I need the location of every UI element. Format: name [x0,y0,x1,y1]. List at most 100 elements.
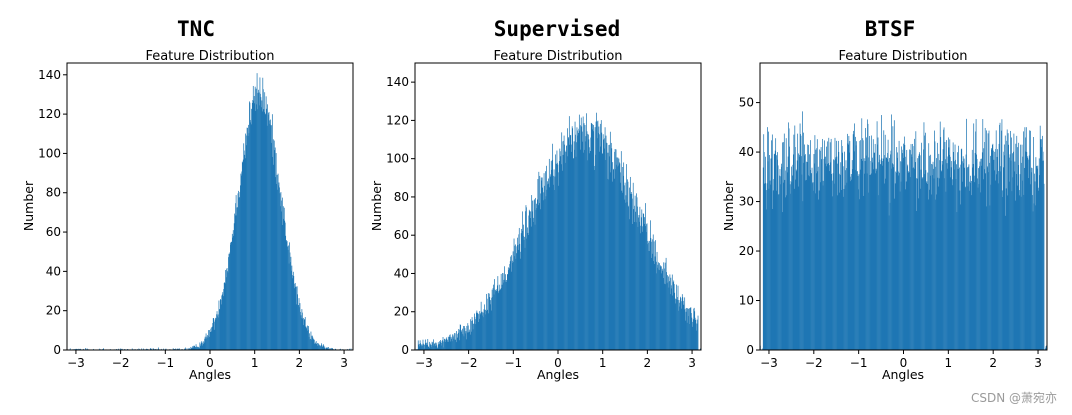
y-tick-label: 0 [401,343,409,357]
histogram-bar [929,175,931,350]
histogram-bar [431,341,433,350]
histogram-bar [954,169,955,350]
histogram-bar [683,309,685,350]
histogram-bar [811,173,812,350]
histogram-bar [804,154,806,350]
histogram-bar [629,187,630,350]
x-tick-label: 3 [688,356,696,370]
histogram-bar [419,346,421,350]
histogram-bar [608,179,609,350]
histogram-bar [253,96,255,350]
histogram-bar [1032,211,1034,350]
histogram-bar [675,303,676,350]
histogram-bar [896,147,898,350]
histogram-bar [606,142,607,350]
histogram-bar [486,311,488,350]
histogram-bar [646,232,647,350]
histogram-bar [240,173,242,350]
histogram-bar [997,183,999,350]
histogram-bar [839,174,841,350]
histogram-bar [443,347,444,350]
histogram-bar [843,188,845,350]
histogram-bar [779,169,781,350]
histogram-bar [903,136,905,350]
histogram-bar [311,335,312,350]
histogram-bar [196,346,197,350]
histogram-bar [662,270,664,350]
histogram-bar [965,187,966,350]
histogram-bar [618,158,620,350]
histogram-bar [948,147,950,350]
histogram-bar [467,325,469,350]
histogram-bar [265,96,267,350]
histogram-bar [672,282,674,350]
histogram-bar [557,164,559,350]
histogram-bar [697,315,699,350]
histogram-bar [635,222,637,350]
histogram-bar [860,169,862,350]
histogram-bar [981,152,983,350]
histogram-bar [465,331,467,350]
chart-title: BTSF [865,17,916,41]
histogram-bar [854,169,856,350]
histogram-bar [299,307,300,350]
histogram-bar [506,281,508,350]
histogram-bar [485,309,486,350]
histogram-bar [224,282,226,350]
histogram-bar [433,339,434,350]
histogram-bar [895,172,897,350]
histogram-bar [580,117,582,350]
histogram-bar [1009,154,1011,350]
histogram-bar [332,348,333,350]
histogram-bar [912,168,914,350]
histogram-bar [284,220,286,350]
histogram-bar [301,318,302,350]
histogram-bar [795,179,797,350]
histogram-bar [940,137,942,350]
histogram-bar [501,288,503,350]
chart-subtitle: Feature Distribution [145,49,274,64]
histogram-bar [560,164,562,350]
histogram-bar [184,348,186,350]
histogram-bar [332,348,334,350]
histogram-bar [1012,177,1014,350]
histogram-bar [428,347,430,350]
histogram-bar [549,176,551,350]
histogram-bar [984,127,986,351]
histogram-bar [979,166,980,350]
histogram-bar [103,348,104,350]
histogram-bar [466,332,468,350]
histogram-bar [679,302,681,350]
histogram-bar [824,156,826,350]
histogram-bar [175,348,176,350]
histogram-bar [777,165,779,350]
histogram-bar [497,276,499,350]
histogram-bar [118,348,119,350]
histogram-bar [934,141,936,350]
histogram-bar [615,149,617,350]
histogram-bar [521,230,523,350]
histogram-bar [771,158,773,350]
histogram-bar [917,198,919,350]
histogram-bar [612,169,614,350]
histogram-bar [215,318,217,350]
histogram-bar [537,199,538,350]
histogram-bar [156,348,158,350]
histogram-bar [855,145,857,350]
histogram-bar [871,173,873,350]
histogram-bar [643,213,645,350]
histogram-bar [895,171,897,350]
histogram-bar [507,274,509,350]
histogram-bar [653,261,655,350]
histogram-bar [574,149,575,350]
histogram-bar [201,341,203,350]
histogram-bar [766,183,768,350]
histogram-bar [334,348,336,350]
histogram-bar [435,343,437,350]
histogram-bar [870,160,872,350]
histogram-bar [1009,157,1010,350]
histogram-bar [254,103,256,350]
histogram-bar [962,181,964,350]
histogram-bar [242,159,244,350]
histogram-bar [619,163,621,350]
